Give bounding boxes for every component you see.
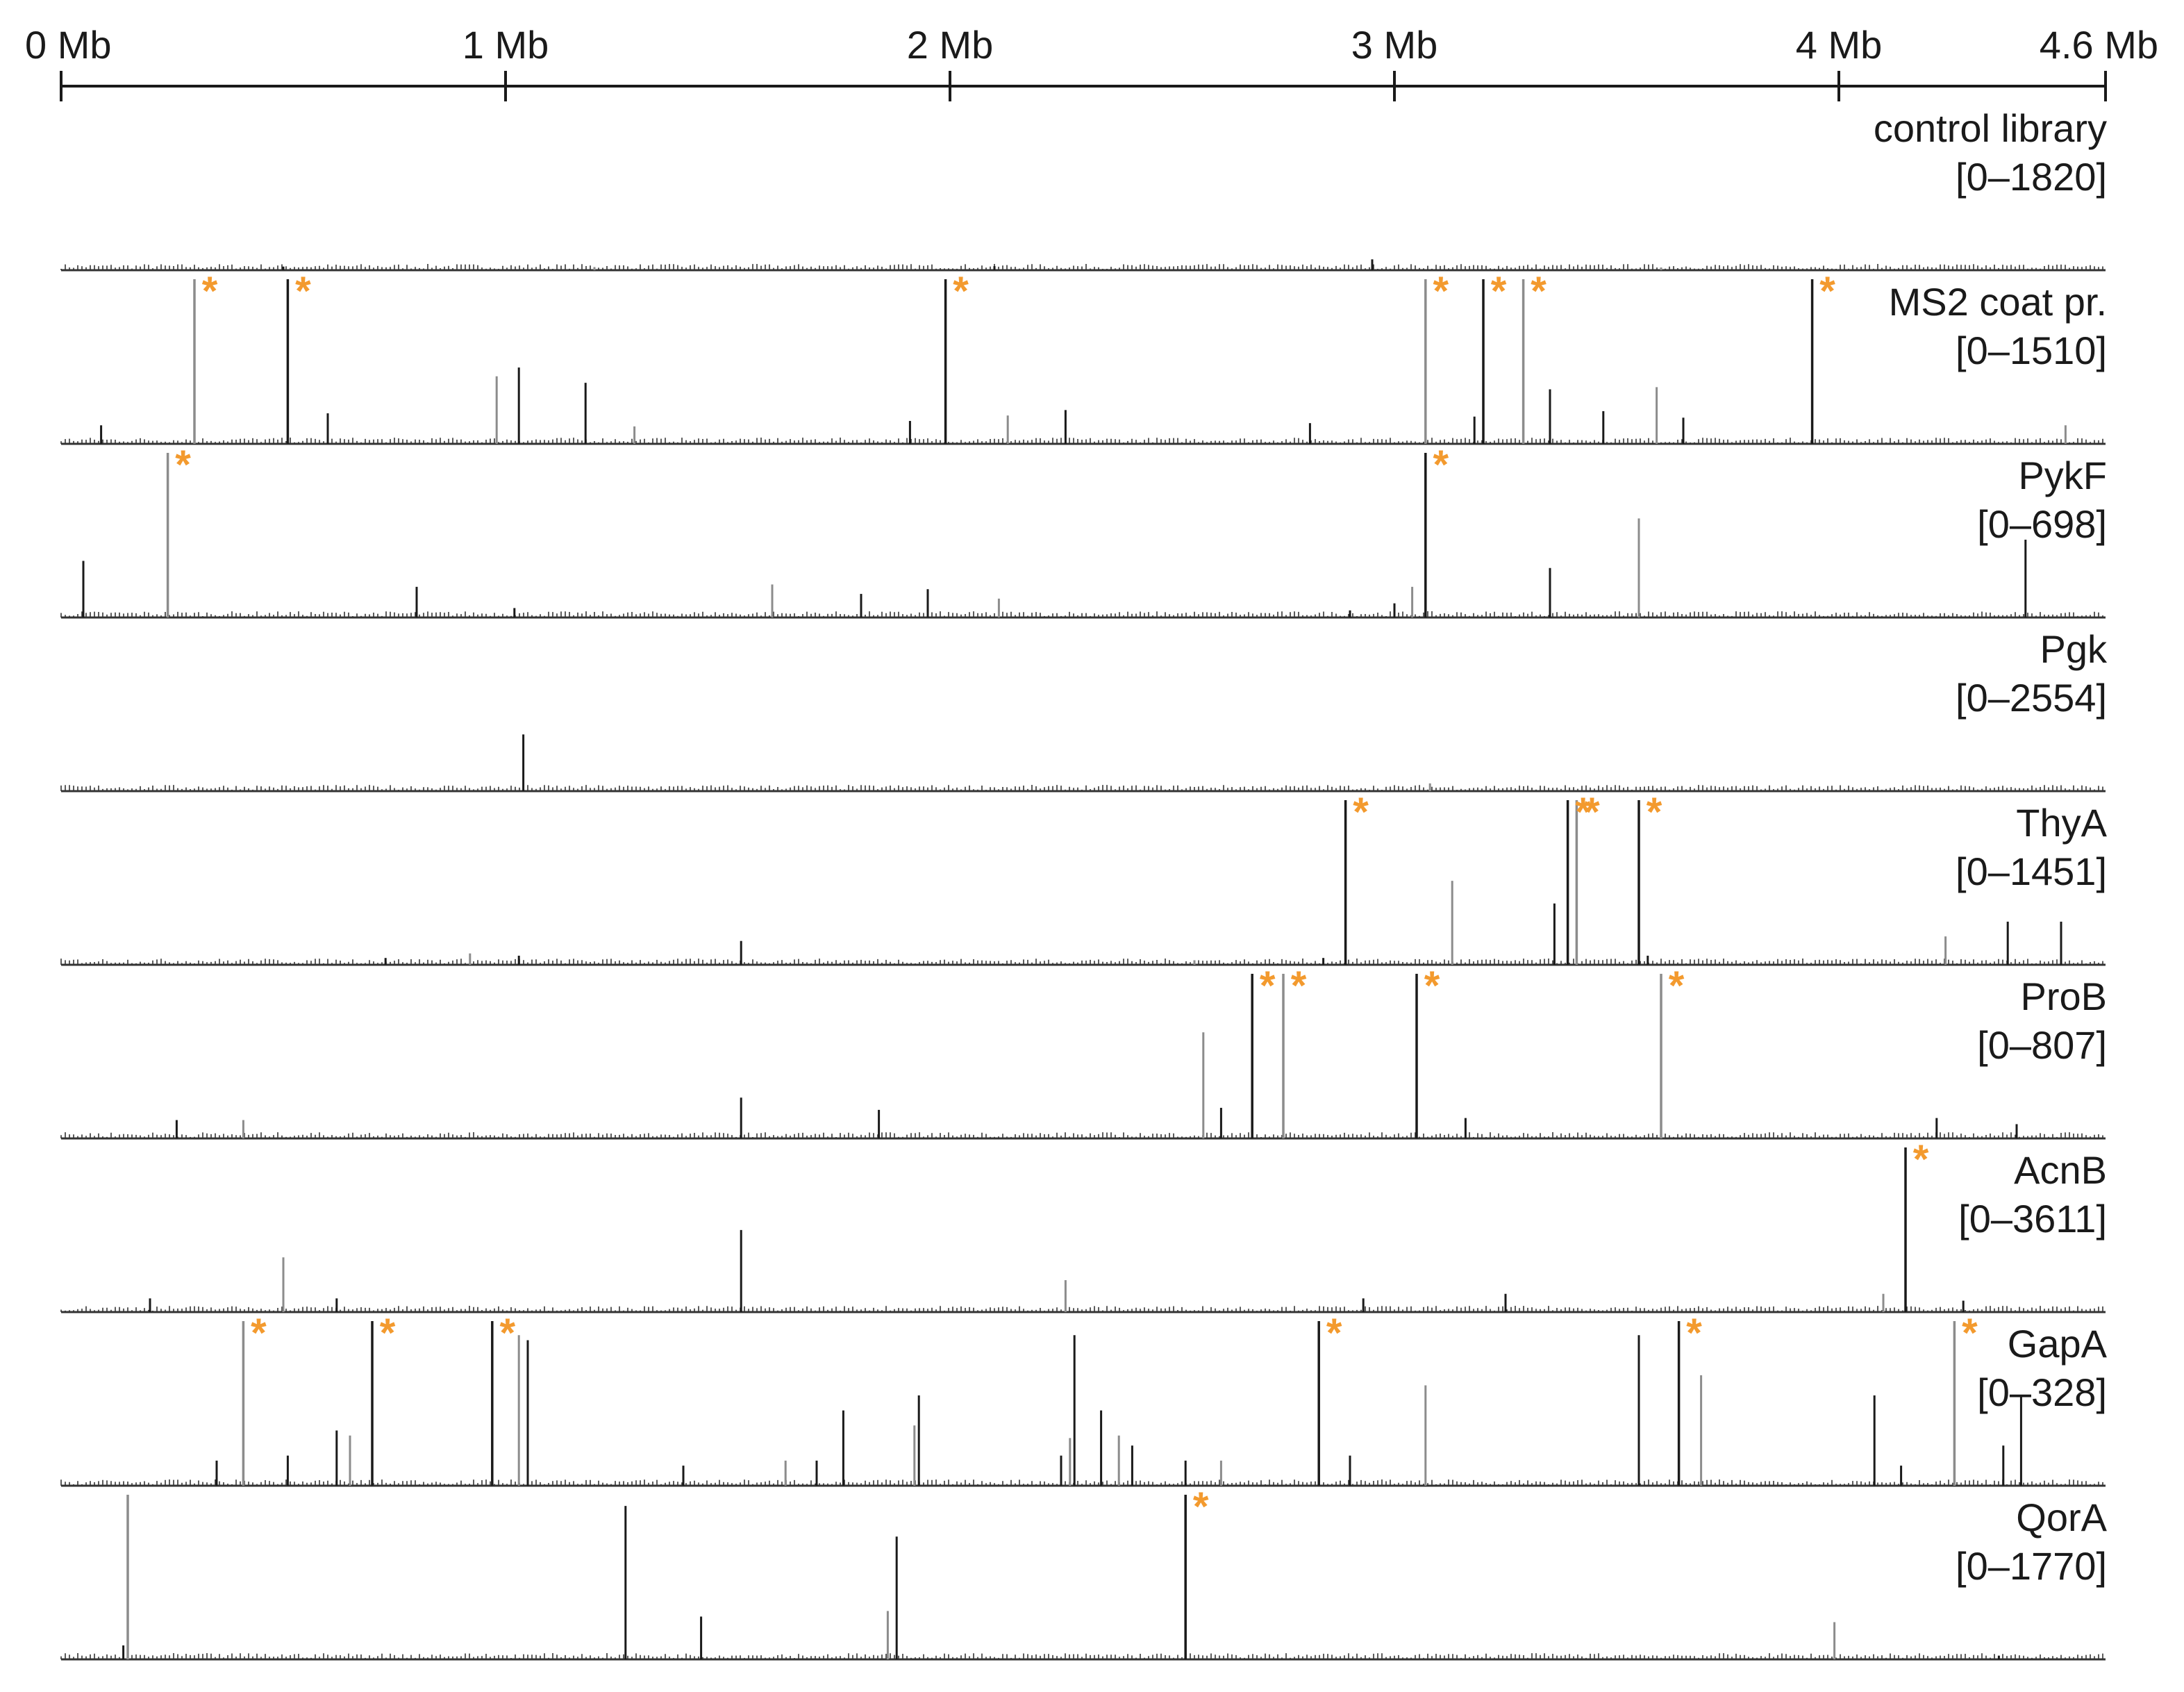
x-tick-label-3: 3 Mb: [1351, 23, 1438, 67]
marker-7-2: *: [500, 1311, 516, 1356]
track-name-7: GapA: [2008, 1322, 2108, 1366]
track-range-2: [0–698]: [1977, 502, 2107, 546]
track-3: Pgk [0–2554]: [60, 627, 2108, 793]
marker-6-0: *: [1913, 1137, 1929, 1182]
marker-1-4: *: [1491, 269, 1507, 314]
track-range-3: [0–2554]: [1956, 676, 2107, 720]
track-8: QorA [0–1770] *: [60, 1484, 2108, 1661]
track-name-5: ProB: [2021, 974, 2108, 1018]
track-range-8: [0–1770]: [1956, 1544, 2107, 1588]
marker-1-3: *: [1433, 269, 1449, 314]
marker-5-2: *: [1424, 963, 1440, 1009]
genome-position-axis: 0 Mb 1 Mb 2 Mb 3 Mb 4 Mb 4.6 Mb: [25, 23, 2158, 101]
track-name-6: AcnB: [2014, 1148, 2107, 1192]
marker-1-5: *: [1531, 269, 1547, 314]
track-name-2: PykF: [2018, 454, 2107, 497]
marker-4-1: *: [1575, 790, 1591, 835]
track-noise-0: [60, 264, 2103, 270]
marker-1-0: *: [202, 269, 218, 314]
marker-7-4: *: [1686, 1311, 1702, 1356]
track-2: PykF [0–698] * *: [60, 442, 2107, 619]
track-5: ProB [0–807] * * * *: [60, 963, 2108, 1140]
marker-2-1: *: [1433, 442, 1449, 488]
track-noise-7: [60, 1479, 2103, 1486]
track-7: GapA[0–328] * * * * * *: [60, 1311, 2108, 1487]
track-range-6: [0–3611]: [1958, 1197, 2107, 1241]
track-1: MS2 coat pr. [0–1510] * * * * * * *: [60, 269, 2107, 445]
track-0: control library [0–1820]: [60, 106, 2107, 272]
track-range-1: [0–1510]: [1956, 329, 2107, 372]
marker-1-2: *: [953, 269, 969, 314]
marker-7-5: *: [1962, 1311, 1978, 1356]
marker-2-0: *: [175, 442, 191, 488]
track-6: AcnB [0–3611] *: [60, 1137, 2107, 1313]
marker-4-2: *: [1584, 790, 1600, 835]
marker-7-1: *: [380, 1311, 396, 1356]
marker-7-3: *: [1326, 1311, 1342, 1356]
track-noise-1: [60, 438, 2103, 444]
track-noise-8: [60, 1653, 2103, 1659]
x-tick-label-5: 4.6 Mb: [2040, 23, 2158, 67]
x-tick-label-1: 1 Mb: [462, 23, 549, 67]
track-4: ThyA[0–1451]* ** *: [60, 790, 2108, 966]
marker-7-0: *: [251, 1311, 267, 1356]
track-name-4: ThyA: [2016, 801, 2107, 845]
track-range-7: [0–328]: [1977, 1370, 2107, 1414]
tracks: control library [0–1820] MS2 coat pr. [0–15…: [60, 106, 2108, 1661]
marker-5-0: *: [1260, 963, 1276, 1009]
marker-1-6: *: [1819, 269, 1835, 314]
marker-1-1: *: [295, 269, 311, 314]
track-noise-3: [60, 785, 2103, 791]
marker-5-1: *: [1291, 963, 1307, 1009]
track-range-5: [0–807]: [1977, 1023, 2107, 1067]
track-name-3: Pgk: [2040, 627, 2108, 671]
track-range-0: [0–1820]: [1956, 155, 2107, 199]
marker-8-0: *: [1193, 1484, 1209, 1529]
marker-4-3: *: [1647, 790, 1662, 835]
marker-5-3: *: [1669, 963, 1685, 1009]
track-name-8: QorA: [2016, 1495, 2107, 1539]
track-range-4: [0–1451]: [1956, 849, 2107, 893]
x-tick-label-4: 4 Mb: [1796, 23, 1883, 67]
track-name-1: MS2 coat pr.: [1889, 280, 2107, 324]
x-tick-label-0: 0 Mb: [25, 23, 112, 67]
x-tick-label-2: 2 Mb: [907, 23, 994, 67]
marker-4-0: *: [1353, 790, 1369, 835]
track-name-0: control library: [1874, 106, 2107, 150]
